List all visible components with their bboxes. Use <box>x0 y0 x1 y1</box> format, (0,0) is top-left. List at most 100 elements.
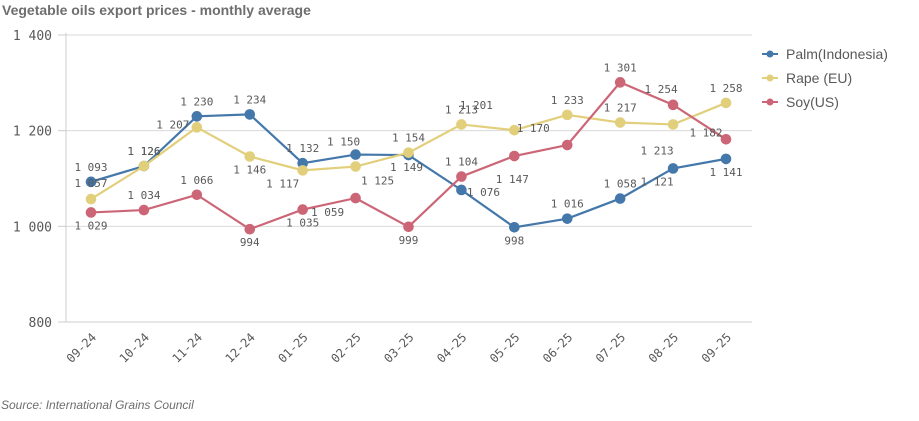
data-labels: 1 093 1 126 1 230 1 234 1 132 1 150 1 149 1 076… <box>74 61 742 249</box>
legend-marker-icon <box>766 74 774 82</box>
data-point[interactable] <box>403 221 414 233</box>
data-point[interactable] <box>85 207 97 218</box>
data-point[interactable] <box>350 161 361 172</box>
data-label: 1 230 <box>180 95 213 108</box>
data-label: 1 059 <box>311 206 344 219</box>
x-tick-label: 11-24 <box>170 330 205 365</box>
data-label: 1 170 <box>517 122 550 135</box>
x-tick-label: 07-25 <box>593 330 628 365</box>
data-label: 999 <box>399 234 419 247</box>
data-point[interactable] <box>667 119 679 130</box>
data-label: 1 147 <box>496 173 529 186</box>
x-tick-label: 05-25 <box>487 330 522 365</box>
data-point[interactable] <box>244 223 256 235</box>
legend-item[interactable]: Soy(US) <box>762 94 839 110</box>
data-point[interactable] <box>350 149 361 160</box>
data-label: 1 117 <box>266 177 299 190</box>
data-label: 1 066 <box>180 174 213 187</box>
data-point[interactable] <box>720 97 732 109</box>
data-label: 1 141 <box>709 166 742 179</box>
data-label: 1 076 <box>467 186 500 199</box>
data-label: 1 150 <box>327 136 360 149</box>
data-label: 1 217 <box>604 102 637 115</box>
data-point[interactable] <box>191 111 203 122</box>
chart-title: Vegetable oils export prices - monthly a… <box>2 2 311 18</box>
x-tick-label: 08-25 <box>646 330 681 365</box>
x-tick-label: 12-24 <box>222 330 257 365</box>
data-label: 1 016 <box>551 198 584 211</box>
data-point[interactable] <box>509 221 520 233</box>
x-tick-label: 01-25 <box>275 330 310 365</box>
data-point[interactable] <box>561 139 573 151</box>
data-point[interactable] <box>191 189 203 201</box>
data-label: 998 <box>504 234 524 247</box>
y-tick-label: 1 200 <box>13 125 52 140</box>
data-point[interactable] <box>138 204 150 216</box>
data-point[interactable] <box>614 193 626 204</box>
data-point[interactable] <box>509 150 520 162</box>
data-label: 1 301 <box>604 61 637 74</box>
data-label: 1 146 <box>233 163 266 176</box>
data-label: 1 126 <box>127 145 160 158</box>
data-point[interactable] <box>138 160 150 172</box>
data-label: 1 258 <box>709 82 742 95</box>
legend-label: Rape (EU) <box>786 70 852 86</box>
data-point[interactable] <box>614 117 626 128</box>
data-point[interactable] <box>667 163 679 174</box>
data-label: 1 201 <box>460 99 493 112</box>
data-label: 1 126 <box>127 145 160 158</box>
data-point[interactable] <box>85 176 97 188</box>
data-point[interactable] <box>561 109 573 121</box>
data-point[interactable] <box>509 124 520 136</box>
data-label: 1 234 <box>233 93 266 106</box>
data-point[interactable] <box>350 192 361 204</box>
data-label: 1 207 <box>156 118 189 131</box>
data-label: 1 125 <box>361 175 394 188</box>
source-note: Source: International Grains Council <box>1 398 194 412</box>
data-label: 1 149 <box>390 161 423 174</box>
data-point[interactable] <box>720 133 732 145</box>
data-label: 1 058 <box>604 178 637 191</box>
line-chart: 800 1 000 1 200 1 400 09-24 10-24 11-24 12-24 0… <box>13 29 888 366</box>
x-tick-label: 09-25 <box>699 330 734 365</box>
data-point[interactable] <box>456 184 467 196</box>
data-point[interactable] <box>720 153 732 165</box>
data-point[interactable] <box>561 213 573 224</box>
data-label: 1 132 <box>286 142 319 155</box>
data-point[interactable] <box>614 77 626 88</box>
legend-label: Soy(US) <box>786 94 839 110</box>
data-point[interactable] <box>297 204 308 215</box>
x-tick-label: 10-24 <box>117 330 152 365</box>
legend-item[interactable]: Rape (EU) <box>762 70 852 86</box>
data-point[interactable] <box>244 151 256 162</box>
data-label: 1 254 <box>645 83 678 96</box>
x-tick-label: 09-24 <box>64 330 99 365</box>
data-point[interactable] <box>297 165 308 176</box>
data-point[interactable] <box>191 122 203 133</box>
data-label: 1 121 <box>641 175 674 188</box>
data-point[interactable] <box>244 109 256 120</box>
data-point[interactable] <box>456 119 467 130</box>
data-label: 1 154 <box>392 132 425 145</box>
y-tick-label: 800 <box>29 316 52 331</box>
data-label: 1 213 <box>445 103 478 116</box>
data-label: 1 182 <box>689 126 722 139</box>
series-rape-eu <box>85 97 732 205</box>
data-label: 1 233 <box>551 94 584 107</box>
data-label: 1 029 <box>74 219 107 232</box>
legend-item[interactable]: Palm(Indonesia) <box>762 46 888 62</box>
data-point[interactable] <box>403 147 414 158</box>
x-axis-ticks: 09-24 10-24 11-24 12-24 01-25 02-25 03-25 04-25… <box>64 330 734 365</box>
data-label: 1 034 <box>127 189 160 202</box>
data-label: 994 <box>240 236 260 249</box>
series-soy-us <box>85 77 732 235</box>
y-tick-label: 1 400 <box>13 29 52 44</box>
y-tick-label: 1 000 <box>13 220 52 235</box>
legend[interactable]: Palm(Indonesia) Rape (EU) Soy(US) <box>762 46 888 110</box>
data-label: 1 213 <box>641 144 674 157</box>
data-point[interactable] <box>85 193 97 205</box>
data-point[interactable] <box>456 171 467 182</box>
y-axis-ticks: 800 1 000 1 200 1 400 <box>13 29 66 331</box>
data-point[interactable] <box>667 99 679 111</box>
legend-label: Palm(Indonesia) <box>786 46 888 62</box>
